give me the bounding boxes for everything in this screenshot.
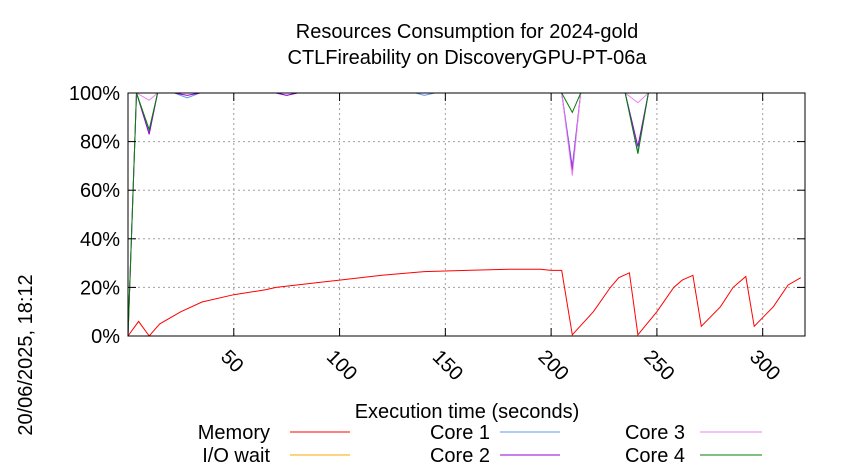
legend-label-core-4: Core 4 xyxy=(625,445,685,467)
y-tick-label: 100% xyxy=(69,83,120,105)
side-timestamp-label: 20/06/2025, 18:12 xyxy=(15,274,37,435)
legend-label-i-o-wait: I/O wait xyxy=(202,445,270,467)
y-tick-label: 40% xyxy=(80,229,120,251)
grid xyxy=(128,93,805,336)
x-tick-label: 100 xyxy=(322,346,361,385)
x-tick-label: 150 xyxy=(428,346,467,385)
legend-label-memory: Memory xyxy=(198,422,270,444)
series-line-core-3 xyxy=(127,92,805,337)
legend-label-core-2: Core 2 xyxy=(430,445,490,467)
series-line-core-2 xyxy=(127,92,805,337)
x-tick-label: 250 xyxy=(639,346,678,385)
x-tick-label: 300 xyxy=(745,346,784,385)
y-tick-label: 20% xyxy=(80,277,120,299)
chart-subtitle: CTLFireability on DiscoveryGPU-PT-06a xyxy=(288,47,648,69)
x-axis-label: Execution time (seconds) xyxy=(355,401,580,423)
legend-label-core-1: Core 1 xyxy=(430,422,490,444)
y-axis-ticks: 0% 20% 40% 60% 80% 100% xyxy=(69,83,805,348)
plot-frame xyxy=(127,92,806,337)
y-tick-label: 60% xyxy=(80,180,120,202)
series-line-memory xyxy=(127,268,802,337)
y-tick-label: 0% xyxy=(91,326,120,348)
x-tick-label: 50 xyxy=(216,346,247,377)
series-line-core-4 xyxy=(127,92,805,337)
legend-label-core-3: Core 3 xyxy=(625,422,685,444)
x-tick-label: 200 xyxy=(534,346,573,385)
chart-title: Resources Consumption for 2024-gold xyxy=(296,21,638,43)
y-tick-label: 80% xyxy=(80,132,120,154)
series-lines xyxy=(127,92,805,337)
series-line-core-1 xyxy=(127,92,805,337)
